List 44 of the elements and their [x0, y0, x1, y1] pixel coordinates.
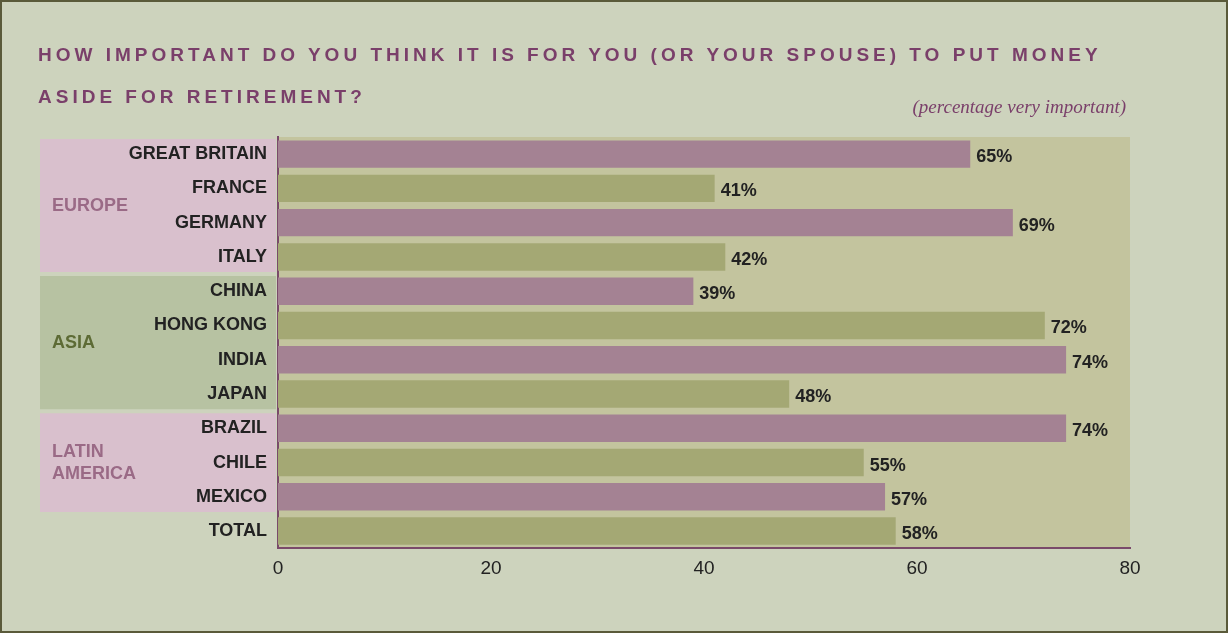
- data-label: 39%: [699, 283, 736, 304]
- bar: [278, 517, 896, 545]
- y-tick-label: MEXICO: [195, 485, 267, 506]
- data-label: 65%: [976, 146, 1013, 167]
- data-label: 41%: [720, 180, 757, 201]
- bar: [278, 243, 726, 271]
- data-label: 74%: [1072, 420, 1109, 441]
- text: ASIA: [52, 331, 96, 352]
- data-label: 72%: [1050, 317, 1087, 338]
- text: LATIN AMERICA: [52, 440, 136, 483]
- y-tick-label: GREAT BRITAIN: [128, 143, 267, 164]
- y-tick-label: ITALY: [217, 245, 267, 266]
- bar: [278, 174, 715, 203]
- data-label: 42%: [731, 248, 768, 269]
- data-label: 58%: [901, 523, 938, 544]
- bar: [278, 380, 790, 408]
- text: EUROPE: [52, 194, 129, 215]
- y-tick-label: JAPAN: [207, 382, 267, 403]
- y-tick-label: GERMANY: [174, 211, 267, 232]
- y-tick-label: TOTAL: [208, 520, 267, 541]
- y-tick-label: FRANCE: [192, 177, 267, 198]
- x-tick-label: 80: [1119, 556, 1141, 578]
- data-label: 48%: [795, 385, 832, 406]
- bar: [278, 414, 1067, 442]
- data-label: 57%: [891, 488, 928, 509]
- y-tick-label: BRAZIL: [201, 417, 267, 438]
- x-tick-label: 40: [693, 556, 715, 578]
- y-tick-label: HONG KONG: [153, 314, 267, 335]
- data-label: 69%: [1018, 214, 1055, 235]
- y-tick-label: CHILE: [213, 451, 267, 472]
- y-tick-label: INDIA: [218, 348, 267, 369]
- bar: [278, 483, 886, 511]
- bar: [278, 140, 971, 168]
- bar: [278, 311, 1045, 340]
- bar: [278, 277, 694, 305]
- bar: [278, 346, 1067, 374]
- y-tick-label: CHINA: [210, 280, 267, 301]
- data-label: 74%: [1072, 351, 1109, 372]
- x-tick-label: 20: [480, 556, 502, 578]
- bar: [278, 208, 1013, 237]
- data-label: 55%: [869, 454, 906, 475]
- x-tick-label: 60: [906, 556, 928, 578]
- bar: [278, 448, 864, 477]
- x-tick-label: 0: [272, 556, 284, 578]
